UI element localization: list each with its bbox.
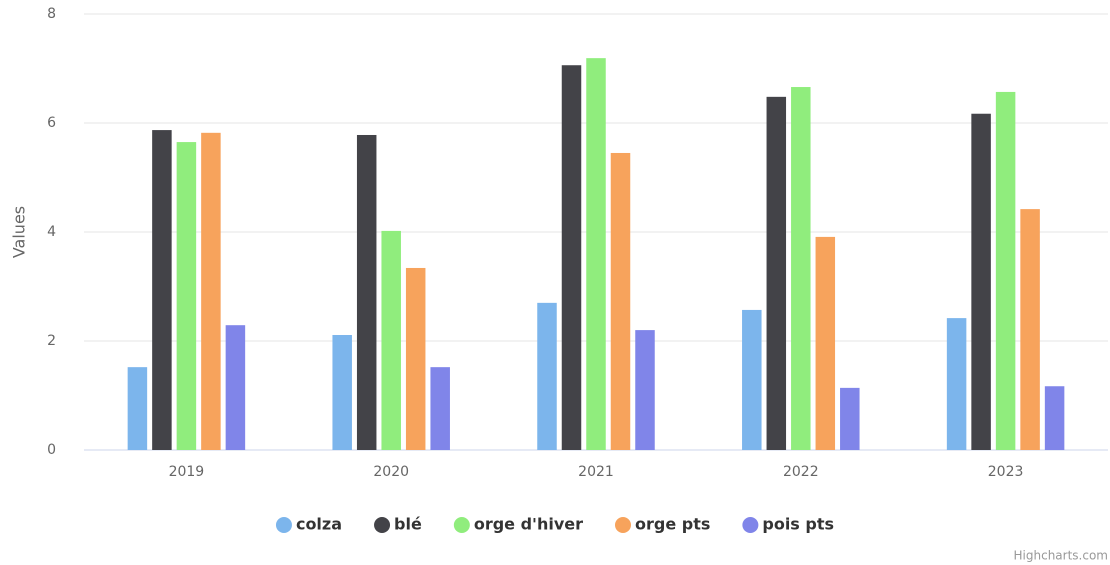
bar — [946, 318, 967, 450]
bar — [815, 236, 836, 450]
legend-marker — [374, 517, 391, 533]
bar — [176, 142, 197, 450]
y-tick-label: 6 — [47, 115, 56, 131]
bar — [971, 113, 991, 451]
x-tick-label: 2022 — [783, 464, 819, 480]
bar — [995, 91, 1016, 450]
bar — [127, 367, 148, 450]
bar — [561, 65, 582, 450]
legend-marker — [614, 517, 631, 533]
x-tick-label: 2020 — [373, 464, 409, 480]
bar — [537, 302, 557, 450]
y-tick-label: 2 — [47, 333, 56, 349]
bar — [356, 134, 377, 451]
bar — [201, 132, 221, 450]
bar — [225, 325, 246, 450]
bar — [791, 87, 811, 450]
x-tick-label: 2023 — [988, 464, 1024, 480]
bar — [1020, 209, 1040, 450]
legend-label: blé — [394, 515, 422, 534]
y-axis-title: Values — [10, 206, 29, 258]
bar — [742, 309, 762, 450]
legend-label: orge d'hiver — [474, 515, 583, 534]
legend-marker — [453, 517, 470, 533]
bar — [430, 367, 450, 450]
legend-label: pois pts — [762, 515, 834, 534]
x-tick-label: 2021 — [578, 464, 614, 480]
credits[interactable]: Highcharts.com — [1014, 549, 1108, 563]
bar — [586, 58, 606, 451]
bar — [332, 335, 352, 450]
x-tick-label: 2019 — [169, 464, 205, 480]
legend-label: orge pts — [635, 515, 710, 534]
bar — [381, 230, 401, 450]
bar — [610, 152, 631, 450]
y-tick-label: 8 — [47, 6, 56, 22]
bar — [766, 96, 787, 450]
bar — [152, 130, 172, 450]
bar — [635, 330, 655, 450]
legend-label: colza — [296, 515, 342, 534]
bar — [405, 267, 426, 450]
y-tick-label: 4 — [47, 224, 56, 240]
legend-marker — [275, 517, 292, 533]
legend-marker — [742, 517, 759, 533]
y-tick-label: 0 — [47, 442, 56, 458]
bar — [1044, 386, 1065, 450]
bar — [840, 387, 860, 450]
